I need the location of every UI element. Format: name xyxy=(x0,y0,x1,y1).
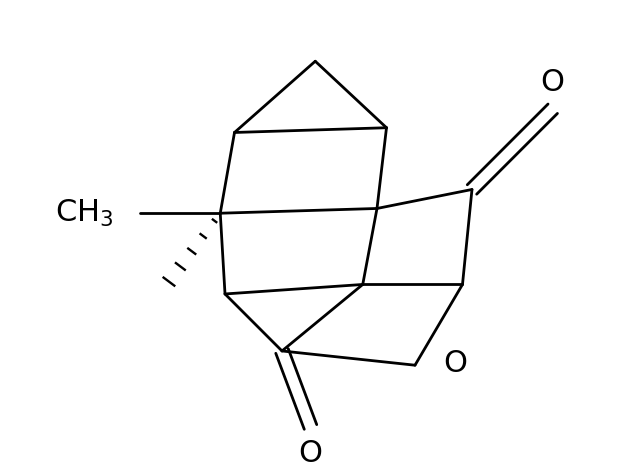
Text: O: O xyxy=(443,349,467,378)
Text: O: O xyxy=(298,439,323,468)
Text: O: O xyxy=(541,68,564,96)
Text: CH$_3$: CH$_3$ xyxy=(55,197,114,229)
